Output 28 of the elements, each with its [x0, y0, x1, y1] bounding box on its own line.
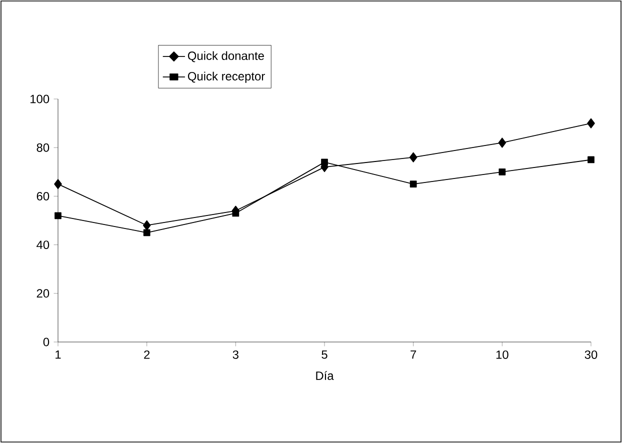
x-tick-label: 7 [410, 350, 416, 359]
point [587, 118, 595, 128]
point [498, 138, 506, 148]
point [409, 152, 418, 162]
point [410, 180, 417, 188]
point [54, 212, 62, 220]
point [498, 168, 506, 176]
x-tick-label: 3 [232, 350, 238, 359]
y-tick-label: 60 [36, 192, 50, 200]
x-tick-label: 5 [322, 350, 328, 359]
point [54, 179, 62, 190]
x-axis-title: Día [316, 371, 334, 380]
legend-label: Quick receptor [188, 72, 265, 83]
y-tick-label: 20 [36, 289, 50, 298]
x-tick-label: 30 [584, 350, 598, 359]
point [142, 220, 151, 230]
legend-label: Quick donante [188, 51, 264, 62]
point [232, 210, 240, 217]
point [588, 156, 594, 164]
x-tick-label: 1 [56, 350, 61, 359]
x-tick-label: 10 [496, 350, 508, 359]
y-tick-label: 100 [30, 94, 50, 104]
y-tick-label: 0 [43, 338, 50, 346]
x-tick-label: 2 [144, 350, 150, 359]
y-tick-label: 40 [36, 240, 50, 250]
point [321, 158, 328, 166]
point [143, 229, 150, 236]
y-tick-label: 80 [36, 143, 50, 152]
